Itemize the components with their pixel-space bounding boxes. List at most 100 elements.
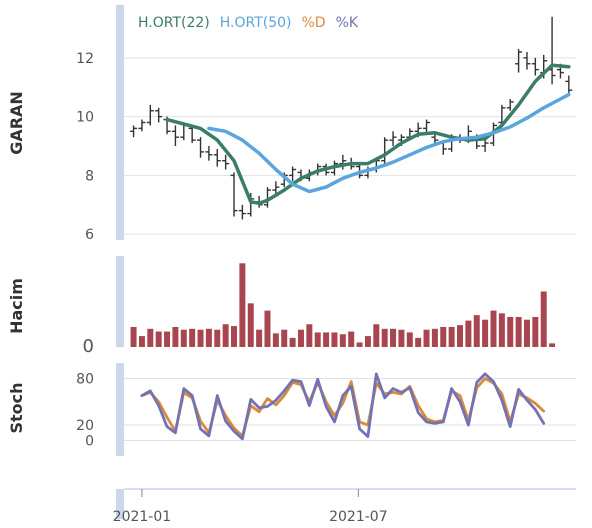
volume-bar — [239, 263, 246, 347]
ohlc-bar — [213, 148, 221, 167]
volume-bar — [264, 310, 271, 347]
x-tick-label: 2021-07 — [329, 509, 388, 525]
volume-bar — [465, 320, 472, 347]
volume-bar — [532, 316, 539, 347]
price-ytick-label: 10 — [76, 110, 94, 126]
volume-bar — [457, 325, 464, 347]
ohlc-bar — [565, 75, 573, 97]
ohlc-bar — [146, 104, 154, 126]
ohlc-bar — [523, 52, 531, 70]
volume-bar — [507, 316, 514, 347]
volume-bar — [272, 333, 279, 347]
stochastic-ytick-label: 0 — [85, 434, 94, 450]
legend-entry: H.ORT(50) — [220, 15, 292, 31]
price-ylabel: GARAN — [7, 91, 26, 155]
volume-bar — [323, 332, 330, 347]
volume-bar — [482, 319, 489, 347]
volume-bar — [256, 329, 263, 347]
volume-bar — [214, 329, 221, 347]
volume-bar — [130, 326, 137, 347]
ohlc-bar — [230, 172, 238, 217]
ohlc-bar — [171, 125, 179, 146]
legend-entry: %K — [336, 15, 359, 31]
ohlc-bar — [548, 16, 556, 85]
volume-bar — [549, 343, 556, 347]
ohlc-bar — [263, 187, 271, 208]
series-line — [207, 92, 571, 194]
ohlc-bar — [389, 131, 397, 146]
volume-bar — [281, 329, 288, 347]
legend-entry: H.ORT(22) — [138, 15, 210, 31]
stochastic-ytick-label: 20 — [76, 418, 94, 434]
volume-bar — [180, 329, 187, 347]
volume-bar — [364, 336, 371, 347]
volume-bar — [197, 329, 204, 347]
price-ytick-label: 8 — [85, 168, 94, 184]
ohlc-bar — [506, 99, 514, 111]
stochastic-series--d — [140, 377, 546, 438]
volume-bar — [423, 329, 430, 347]
ohlc-bar — [238, 204, 246, 220]
series-layer — [130, 16, 573, 441]
ohlc-bar — [531, 57, 539, 76]
ohlc-bar — [498, 104, 506, 126]
ohlc-bar — [222, 154, 230, 170]
volume-bar — [339, 334, 346, 347]
volume-series-hacim — [130, 263, 556, 347]
volume-bar — [205, 328, 212, 347]
volume-bar — [306, 324, 313, 347]
ohlc-bar — [381, 137, 389, 164]
legend: H.ORT(22) H.ORT(50) %D %K — [138, 15, 359, 31]
volume-ylabel: Hacim — [7, 278, 26, 334]
volume-bar — [381, 328, 388, 347]
volume-bar — [406, 332, 413, 347]
volume-bar — [189, 328, 196, 347]
volume-panel-side-bar — [116, 256, 124, 347]
volume-bar — [348, 331, 355, 347]
volume-bar — [498, 313, 505, 347]
series-line — [165, 63, 571, 206]
x-axis: 2021-01 2021-07 — [113, 488, 576, 525]
stochastic-series--k — [140, 372, 546, 441]
ohlc-bar — [205, 146, 213, 161]
volume-bar — [172, 326, 179, 347]
volume-bar — [331, 332, 338, 347]
volume-bar — [289, 337, 296, 347]
volume-bar — [523, 319, 530, 347]
volume-bar — [473, 315, 480, 347]
ohlc-bar — [130, 125, 138, 138]
volume-bar — [164, 331, 171, 347]
price-series-h-ort-22- — [165, 63, 571, 206]
volume-bar — [138, 336, 145, 347]
volume-bar — [297, 329, 304, 347]
legend-entry: %D — [302, 15, 326, 31]
stochastic-panel-side-bar — [116, 363, 124, 456]
series-line — [140, 377, 546, 438]
volume-bar — [373, 324, 380, 347]
ohlc-bar — [188, 125, 196, 144]
price-panel-side-bar — [116, 5, 124, 240]
volume-bar — [231, 326, 238, 347]
volume-bar — [247, 303, 254, 347]
volume-bar — [222, 324, 229, 347]
volume-bar — [415, 337, 422, 347]
series-line — [140, 372, 546, 441]
price-ytick-label: 12 — [76, 51, 94, 67]
volume-bar — [314, 332, 321, 347]
volume-bar — [390, 328, 397, 347]
volume-ytick-label: 0 — [83, 336, 94, 357]
volume-bar — [155, 331, 162, 347]
ohlc-bar — [197, 137, 205, 158]
volume-bar — [515, 316, 522, 347]
volume-bar — [398, 329, 405, 347]
volume-bar — [540, 291, 547, 347]
x-tick-label: 2021-01 — [113, 509, 172, 525]
ohlc-bar — [155, 107, 163, 123]
volume-bar — [440, 326, 447, 347]
panel-frames — [116, 5, 124, 456]
volume-bar — [147, 328, 154, 347]
stochastic-ylabel: Stoch — [7, 382, 26, 433]
x-axis-side-bar — [116, 489, 124, 519]
volume-bar — [431, 328, 438, 347]
